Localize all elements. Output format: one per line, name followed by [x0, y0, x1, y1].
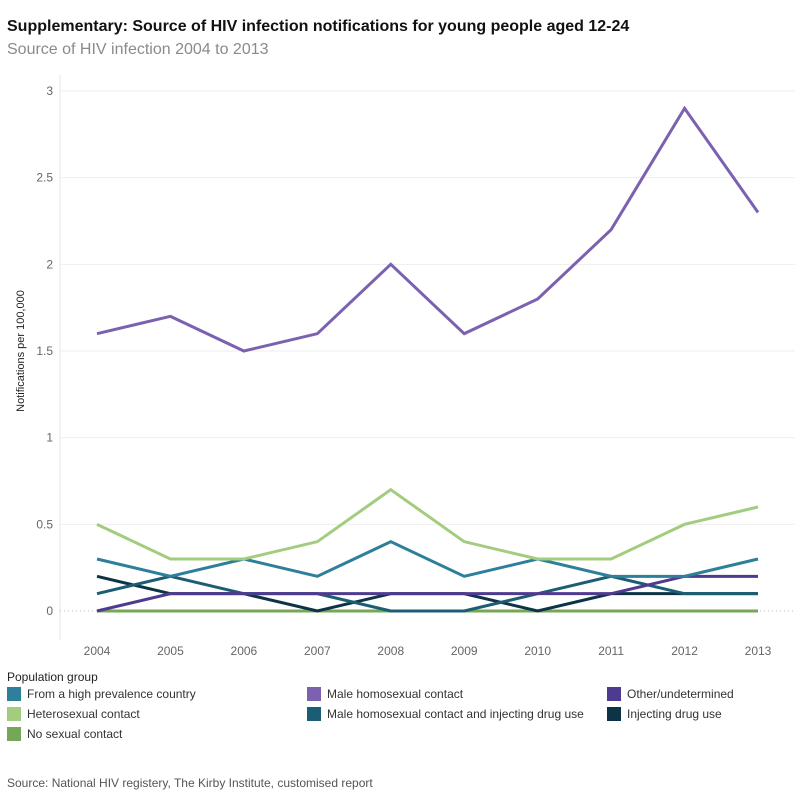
x-tick-label: 2006	[231, 644, 258, 658]
legend: From a high prevalence country Male homos…	[7, 687, 797, 741]
series-line-heterosexual-contact	[96, 487, 759, 561]
x-tick-label: 2010	[524, 644, 551, 658]
legend-label: Male homosexual contact	[327, 687, 464, 701]
legend-label: Injecting drug use	[627, 707, 722, 721]
legend-swatch	[607, 707, 621, 721]
y-tick-label: 1.5	[36, 344, 53, 358]
series-line-other-undetermined	[96, 574, 758, 613]
y-tick-label: 0.5	[36, 517, 53, 531]
y-axis-label: Notifications per 100,000	[15, 290, 27, 412]
legend-label: Other/undetermined	[627, 687, 734, 701]
y-tick-label: 0	[46, 604, 53, 618]
source-note: Source: National HIV registery, The Kirb…	[7, 776, 373, 790]
legend-item[interactable]: No sexual contact	[7, 727, 307, 741]
x-tick-label: 2004	[84, 644, 111, 658]
legend-swatch	[7, 727, 21, 741]
legend-swatch	[607, 687, 621, 701]
x-tick-label: 2008	[377, 644, 404, 658]
x-tick-label: 2005	[157, 644, 184, 658]
y-tick-label: 3	[46, 84, 53, 98]
series-line-from-a-high-prevalence-country	[96, 540, 759, 578]
legend-title: Population group	[7, 670, 98, 684]
legend-item[interactable]: Other/undetermined	[607, 687, 797, 701]
x-tick-label: 2007	[304, 644, 331, 658]
x-tick-label: 2011	[598, 644, 624, 658]
x-tick-label: 2009	[451, 644, 478, 658]
legend-item[interactable]: Heterosexual contact	[7, 707, 307, 721]
legend-label: Heterosexual contact	[27, 707, 140, 721]
chart-title: Supplementary: Source of HIV infection n…	[7, 18, 630, 35]
legend-item[interactable]: From a high prevalence country	[7, 687, 307, 701]
legend-label: No sexual contact	[27, 727, 123, 741]
legend-swatch	[7, 687, 21, 701]
x-tick-label: 2012	[671, 644, 698, 658]
legend-item[interactable]: Male homosexual contact and injecting dr…	[307, 707, 607, 721]
y-tick-label: 2.5	[36, 171, 53, 185]
legend-swatch	[7, 707, 21, 721]
x-tick-label: 2013	[745, 644, 772, 658]
legend-item[interactable]: Male homosexual contact	[307, 687, 607, 701]
y-tick-label: 2	[46, 257, 53, 271]
legend-label: From a high prevalence country	[27, 687, 196, 701]
legend-swatch	[307, 707, 321, 721]
legend-label: Male homosexual contact and injecting dr…	[327, 707, 584, 721]
series-line-male-homosexual-contact	[96, 105, 760, 353]
y-tick-label: 1	[46, 431, 53, 445]
legend-swatch	[307, 687, 321, 701]
line-chart: 0 0.5 1 1.5 2 2.5 3 Notifications per 100,000 20…	[15, 75, 795, 658]
legend-item[interactable]: Injecting drug use	[607, 707, 797, 721]
chart-subtitle: Source of HIV infection 2004 to 2013	[7, 41, 269, 58]
